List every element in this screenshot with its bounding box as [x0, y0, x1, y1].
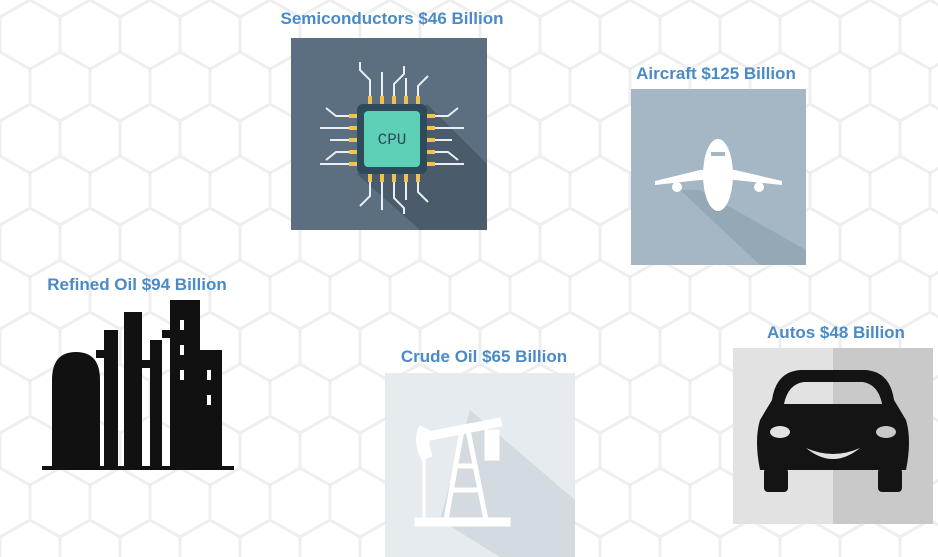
item-label: Refined Oil $94 Billion	[47, 275, 226, 294]
item-label: Crude Oil $65 Billion	[401, 347, 567, 366]
item-label: Semiconductors $46 Billion	[281, 9, 504, 28]
car-icon	[733, 348, 933, 524]
aircraft-icon	[631, 89, 806, 265]
item-label: Autos $48 Billion	[767, 323, 905, 342]
refinery-icon	[42, 300, 234, 470]
item-label: Aircraft $125 Billion	[636, 64, 796, 83]
pumpjack-icon	[385, 373, 575, 557]
cpu-icon: CPU	[291, 38, 487, 230]
cpu-text: CPU	[378, 131, 407, 149]
